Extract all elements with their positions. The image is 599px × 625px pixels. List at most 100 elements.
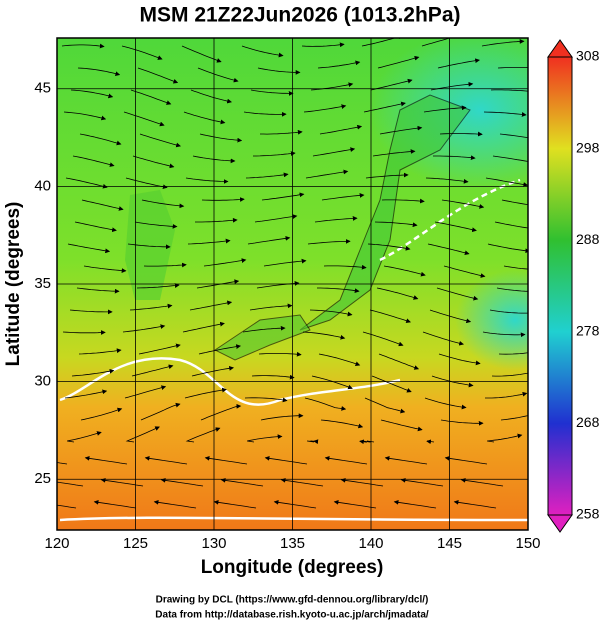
colorbar-tick-label: 298 <box>576 139 599 155</box>
streamline <box>320 419 364 429</box>
streamline <box>423 105 467 113</box>
streamline <box>261 192 305 201</box>
streamline <box>324 456 368 465</box>
streamline <box>74 221 117 233</box>
streamline <box>485 391 528 399</box>
streamline <box>72 155 115 167</box>
streamline <box>307 439 319 445</box>
streamline <box>139 133 181 148</box>
y-axis-label: Latitude (degrees) <box>3 202 24 367</box>
streamline <box>494 221 528 229</box>
streamline <box>303 104 347 113</box>
streamline <box>361 38 404 47</box>
streamline <box>123 111 165 127</box>
streamline <box>371 375 412 393</box>
streamline <box>137 67 179 84</box>
streamline <box>199 133 243 143</box>
streamline <box>273 500 317 509</box>
streamline <box>131 364 174 377</box>
streamline <box>381 198 425 204</box>
streamline <box>372 149 416 157</box>
streamline <box>143 262 187 268</box>
y-tick-label: 40 <box>34 177 51 194</box>
streamline <box>485 177 528 187</box>
streamline <box>378 353 420 370</box>
title: MSM 21Z22Jun2026 (1013.2hPa) <box>140 4 461 27</box>
streamline <box>340 478 384 487</box>
streamline <box>77 67 121 76</box>
y-tick-label: 35 <box>34 275 51 292</box>
streamline <box>503 265 528 270</box>
colorbar-tick-label: 268 <box>576 414 599 430</box>
streamline <box>160 478 204 487</box>
streamline <box>304 397 347 411</box>
streamline <box>190 89 232 104</box>
streamline <box>144 456 188 465</box>
streamline <box>195 217 238 223</box>
colorbar-tick-label: 308 <box>576 48 599 64</box>
streamline <box>134 221 178 229</box>
streamline <box>384 456 428 465</box>
streamline <box>264 456 308 465</box>
streamline <box>263 258 307 267</box>
y-tick-label: 25 <box>34 470 51 487</box>
streamline <box>80 407 123 421</box>
streamline <box>393 500 437 509</box>
streamline <box>243 111 287 117</box>
streamline <box>57 481 84 487</box>
streamline <box>57 462 68 465</box>
x-tick-label: 120 <box>44 535 69 552</box>
streamline <box>497 67 528 69</box>
streamline <box>249 303 293 311</box>
streamline <box>501 199 528 206</box>
streamline <box>100 478 144 487</box>
x-tick-label: 135 <box>280 535 305 552</box>
streamline <box>70 89 114 99</box>
colorbar-tick-label: 288 <box>576 231 599 247</box>
streamline <box>191 366 234 377</box>
colorbar-tick-label: 258 <box>576 506 599 522</box>
streamline <box>490 89 528 92</box>
streamline <box>440 419 484 426</box>
streamline <box>323 264 367 270</box>
streamline <box>482 331 526 338</box>
streamline <box>201 197 245 202</box>
streamline <box>204 456 248 465</box>
streamline <box>377 55 420 69</box>
streamline <box>379 125 423 135</box>
streamline <box>136 283 180 289</box>
streamline <box>250 89 294 96</box>
streamline <box>460 478 504 487</box>
streamline <box>367 243 411 251</box>
streamline <box>79 133 122 146</box>
streamline <box>500 415 528 421</box>
streamline <box>63 111 107 121</box>
streamline <box>424 397 467 410</box>
streamline <box>374 221 418 228</box>
streamline <box>122 324 166 333</box>
streamline <box>183 111 226 125</box>
x-tick-label: 145 <box>437 535 462 552</box>
credit: Data from http://database.rish.kyoto-u.a… <box>155 610 429 621</box>
colorbar <box>547 56 573 516</box>
streamline <box>444 456 488 465</box>
streamline <box>57 504 77 509</box>
map-field <box>57 38 528 530</box>
streamline <box>84 456 128 465</box>
x-tick-label: 140 <box>358 535 383 552</box>
streamline <box>213 500 257 509</box>
streamline <box>140 402 181 421</box>
streamline <box>247 434 283 443</box>
streamline <box>129 303 173 311</box>
streamline <box>189 300 233 311</box>
streamline <box>260 129 303 135</box>
streamline <box>187 238 231 245</box>
streamline <box>185 177 229 184</box>
streamline <box>196 279 240 289</box>
streamline <box>302 331 346 340</box>
streamline <box>369 309 411 324</box>
streamline <box>483 111 527 117</box>
streamline <box>67 431 102 443</box>
streamline <box>78 348 122 355</box>
